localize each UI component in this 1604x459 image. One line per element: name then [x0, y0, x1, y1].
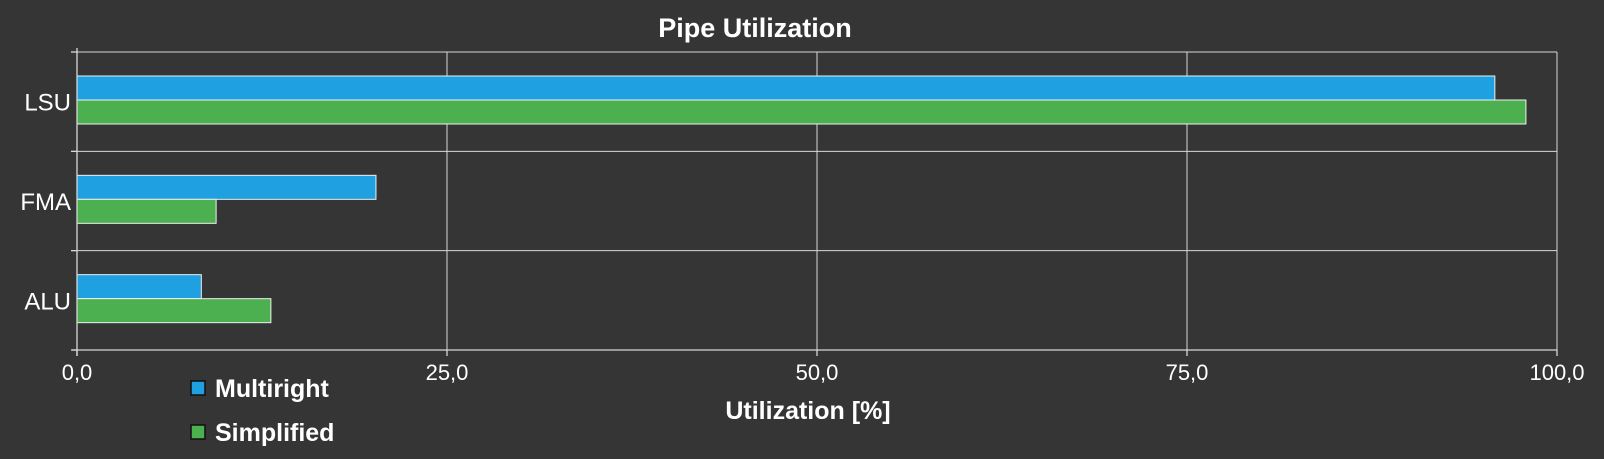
legend-label-simplified: Simplified [215, 419, 334, 447]
x-tick-label: 25,0 [426, 360, 469, 385]
legend: Multiright Simplified [190, 375, 334, 447]
axes [71, 48, 1558, 356]
legend-label-multiright: Multiright [215, 375, 330, 403]
x-tick-label: 100,0 [1529, 360, 1584, 385]
bar-multiright-alu [76, 274, 202, 300]
x-axis-label: Utilization [%] [725, 397, 890, 425]
x-tick-label: 50,0 [796, 360, 839, 385]
bar-simplified-lsu [76, 99, 1527, 125]
chart-title: Pipe Utilization [658, 13, 852, 43]
x-tick-label: 0,0 [62, 360, 93, 385]
x-tick-label: 75,0 [1166, 360, 1209, 385]
legend-swatch-simplified [190, 424, 206, 440]
y-tick-label: FMA [20, 189, 71, 216]
bars [76, 75, 1527, 324]
legend-swatch-multiright [190, 380, 206, 396]
bar-simplified-alu [76, 298, 272, 324]
y-tick-label: LSU [24, 90, 71, 117]
axis-labels: LSU FMA ALU 0,0 25,0 50,0 75,0 100,0 [20, 90, 1584, 385]
bar-simplified-fma [76, 198, 217, 224]
bar-multiright-fma [76, 174, 377, 200]
bar-multiright-lsu [76, 75, 1496, 101]
y-tick-label: ALU [24, 288, 71, 315]
